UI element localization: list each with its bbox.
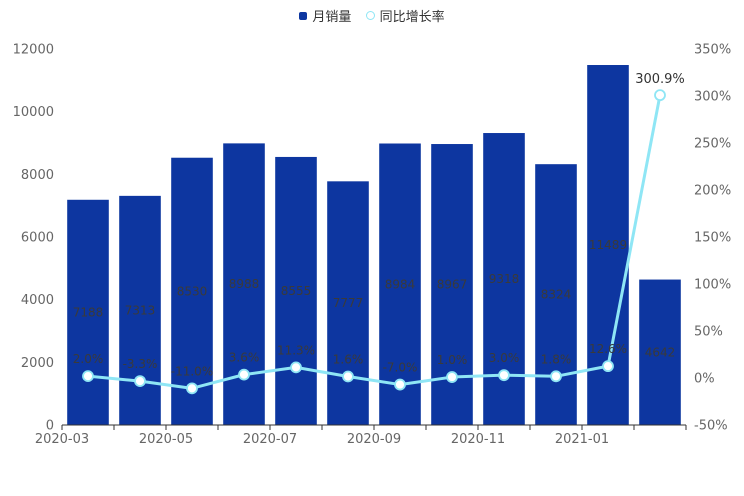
line-series xyxy=(82,89,666,395)
right-tick-label: -50% xyxy=(694,419,728,434)
x-tick-label: 2020-03 xyxy=(35,432,89,447)
bar-value-label: 8988 xyxy=(229,277,260,291)
growth-point xyxy=(186,382,198,395)
bar-value-label: 7777 xyxy=(333,296,364,310)
chart-legend: 月销量 同比增长率 xyxy=(0,6,744,25)
growth-value-label: -11.0% xyxy=(171,364,213,378)
growth-point xyxy=(602,360,614,373)
growth-line xyxy=(87,94,662,390)
x-tick-label: 2020-11 xyxy=(451,432,505,447)
bar-value-label: 8530 xyxy=(177,284,208,298)
growth-value-label: 300.9% xyxy=(635,72,685,87)
growth-value-label: -7.0% xyxy=(383,361,418,375)
growth-value-label: 3.0% xyxy=(489,351,520,365)
right-tick-label: 50% xyxy=(694,325,723,340)
growth-point xyxy=(394,378,406,391)
growth-point xyxy=(446,371,458,383)
bar-series xyxy=(67,65,681,426)
bar xyxy=(639,279,681,425)
bar-value-label: 8324 xyxy=(541,288,572,302)
legend-bar-swatch xyxy=(299,11,308,20)
growth-point xyxy=(498,369,510,382)
growth-point xyxy=(342,370,354,383)
bar-value-label: 8984 xyxy=(385,277,416,291)
bar-value-label: 11489 xyxy=(589,238,627,252)
left-tick-label: 4000 xyxy=(21,293,54,308)
growth-value-label: 11.3% xyxy=(277,343,315,357)
x-tick-label: 2020-05 xyxy=(139,432,193,447)
left-tick-label: 2000 xyxy=(21,356,54,371)
growth-point xyxy=(290,361,302,374)
x-tick-label: 2020-07 xyxy=(243,432,297,447)
bar-data-labels: 7188 7313 8530 8988 8555 7777 8984 8967 9318 8324… xyxy=(73,238,676,359)
right-y-axis: -50% 0% 50% 100% 150% 200% 250% 300% 350% xyxy=(694,43,731,434)
left-tick-label: 12000 xyxy=(13,43,54,58)
legend-item-sales[interactable]: 月销量 xyxy=(299,6,351,25)
growth-value-label: 12.6% xyxy=(589,342,627,356)
growth-value-label: 2.0% xyxy=(73,352,104,366)
bar-value-label: 7188 xyxy=(73,305,104,319)
right-tick-label: 300% xyxy=(694,90,731,105)
left-tick-label: 0 xyxy=(46,419,54,434)
right-tick-label: 150% xyxy=(694,231,731,246)
bar xyxy=(327,181,369,425)
legend-item-growth[interactable]: 同比增长率 xyxy=(365,6,445,25)
growth-value-label: 1.8% xyxy=(541,352,572,366)
growth-point xyxy=(134,375,146,388)
growth-point xyxy=(238,368,250,381)
legend-label-growth: 同比增长率 xyxy=(379,10,445,25)
x-axis: 2020-03 2020-05 2020-07 2020-09 2020-11 2021-… xyxy=(35,424,687,447)
bar-value-label: 7313 xyxy=(125,303,156,317)
growth-point xyxy=(82,370,94,383)
bar xyxy=(67,199,109,425)
legend-label-sales: 月销量 xyxy=(312,10,352,25)
bar-value-label: 8555 xyxy=(281,284,312,298)
growth-point xyxy=(550,370,562,383)
right-tick-label: 0% xyxy=(694,372,715,387)
bar-value-label: 9318 xyxy=(489,272,520,286)
x-tick-label: 2021-01 xyxy=(555,432,609,447)
bar xyxy=(275,156,317,425)
right-tick-label: 350% xyxy=(694,43,731,58)
left-tick-label: 8000 xyxy=(21,168,54,183)
line-data-labels: 2.0% -3.3% -11.0% 3.6% 11.3% 1.6% -7.0% 1.0% 3.0… xyxy=(73,72,685,378)
growth-point xyxy=(654,89,666,102)
left-y-axis: 0 2000 4000 6000 8000 10000 12000 xyxy=(13,43,54,434)
growth-value-label: 3.6% xyxy=(229,351,260,365)
bar xyxy=(171,157,213,425)
growth-value-label: 1.0% xyxy=(437,353,468,367)
right-tick-label: 100% xyxy=(694,278,731,293)
bar-value-label: 4642 xyxy=(645,345,676,359)
right-tick-label: 200% xyxy=(694,184,731,199)
left-tick-label: 6000 xyxy=(21,231,54,246)
growth-value-label: -3.3% xyxy=(123,357,158,371)
legend-line-swatch xyxy=(365,11,375,20)
right-tick-label: 250% xyxy=(694,137,731,152)
left-tick-label: 10000 xyxy=(13,105,54,120)
bar xyxy=(379,143,421,425)
bar-value-label: 8967 xyxy=(437,278,468,292)
growth-value-label: 1.6% xyxy=(333,352,364,366)
x-tick-label: 2020-09 xyxy=(347,432,401,447)
